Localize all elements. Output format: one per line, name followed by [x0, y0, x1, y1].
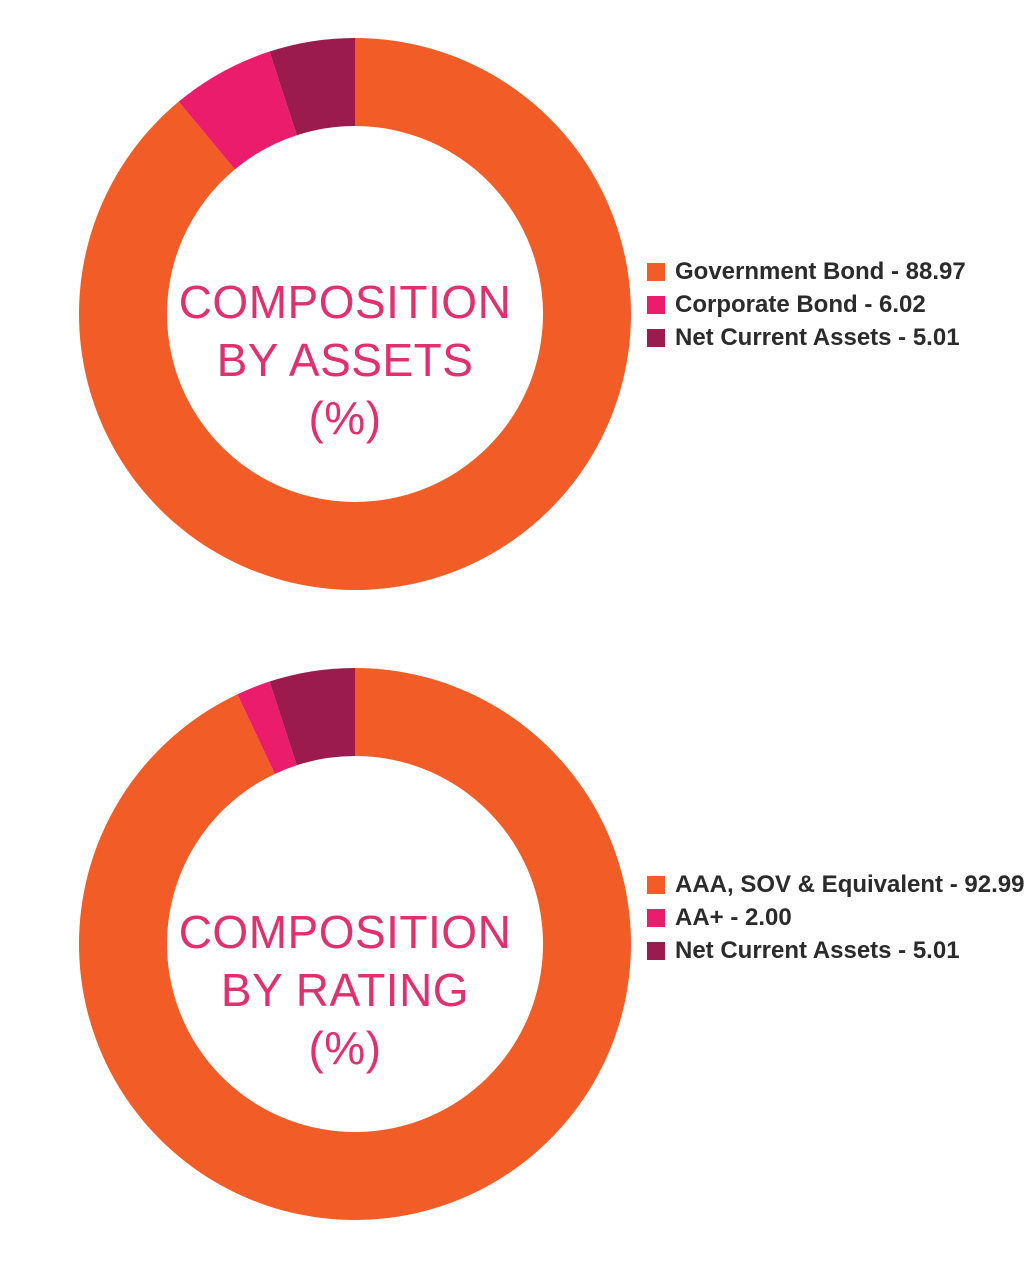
assets-legend-item: Government Bond - 88.97	[647, 255, 1027, 288]
legend-swatch	[647, 296, 665, 314]
legend-swatch	[647, 909, 665, 927]
donut-slice-3	[269, 38, 355, 136]
assets-legend-item: Net Current Assets - 5.01	[647, 321, 1027, 354]
legend-label: Government Bond - 88.97	[675, 258, 966, 285]
donut-slice-1	[78, 668, 632, 1220]
rating-legend: AAA, SOV & Equivalent - 92.99 AA+ - 2.00…	[647, 868, 1027, 967]
legend-label: AA+ - 2.00	[675, 904, 792, 931]
donut-slice-2	[178, 51, 297, 170]
rating-composition-chart: COMPOSITION BY RATING (%) AAA, SOV & Equ…	[0, 668, 1035, 1230]
assets-chart-title: COMPOSITION BY ASSETS (%)	[155, 273, 535, 447]
legend-label: Net Current Assets - 5.01	[675, 937, 960, 964]
donut-slice-1	[78, 38, 631, 590]
legend-label: Net Current Assets - 5.01	[675, 324, 960, 351]
donut-slice-2	[237, 681, 297, 774]
rating-legend-item: Net Current Assets - 5.01	[647, 934, 1027, 967]
rating-chart-title: COMPOSITION BY RATING (%)	[155, 903, 535, 1077]
legend-swatch	[647, 263, 665, 281]
legend-label: Corporate Bond - 6.02	[675, 291, 926, 318]
rating-donut	[78, 668, 632, 1220]
legend-swatch	[647, 942, 665, 960]
legend-swatch	[647, 329, 665, 347]
legend-label: AAA, SOV & Equivalent - 92.99	[675, 871, 1025, 898]
donut-slice-3	[269, 668, 355, 766]
assets-title-line-1: COMPOSITION	[178, 276, 512, 328]
rating-legend-item: AA+ - 2.00	[647, 901, 1027, 934]
rating-title-line-3: (%)	[308, 1022, 382, 1074]
assets-composition-chart: COMPOSITION BY ASSETS (%) Government Bon…	[0, 38, 1035, 600]
rating-title-line-2: BY RATING	[220, 964, 470, 1016]
assets-title-line-3: (%)	[308, 392, 382, 444]
rating-title-line-1: COMPOSITION	[178, 906, 512, 958]
legend-swatch	[647, 876, 665, 894]
rating-legend-item: AAA, SOV & Equivalent - 92.99	[647, 868, 1027, 901]
assets-donut	[78, 38, 631, 590]
assets-legend-item: Corporate Bond - 6.02	[647, 288, 1027, 321]
assets-legend: Government Bond - 88.97 Corporate Bond -…	[647, 255, 1027, 354]
assets-title-line-2: BY ASSETS	[216, 334, 474, 386]
